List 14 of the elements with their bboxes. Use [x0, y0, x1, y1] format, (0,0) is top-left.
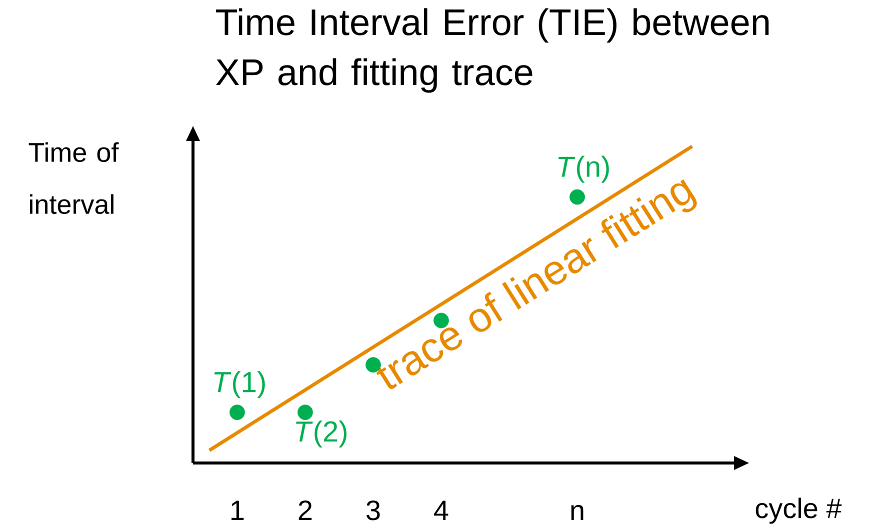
- x-tick-label: 1: [232, 500, 244, 520]
- annotation: T(2): [296, 420, 346, 448]
- point: [570, 189, 585, 205]
- x-tick-label: 3: [366, 500, 380, 520]
- point: [434, 312, 449, 328]
- x-tick-label: n: [571, 504, 584, 520]
- x-tick-label: 2: [298, 500, 312, 520]
- chart-title: Time Interval Error (TIE) between XP and fitting trace: [216, 8, 769, 93]
- point: [298, 404, 313, 420]
- x-tick-label: 4: [434, 500, 448, 520]
- annotation: T(1): [214, 371, 265, 398]
- point: [230, 404, 245, 420]
- y-axis-title: Time of interval: [28, 142, 119, 214]
- x-axis-title: cycle #: [756, 498, 842, 524]
